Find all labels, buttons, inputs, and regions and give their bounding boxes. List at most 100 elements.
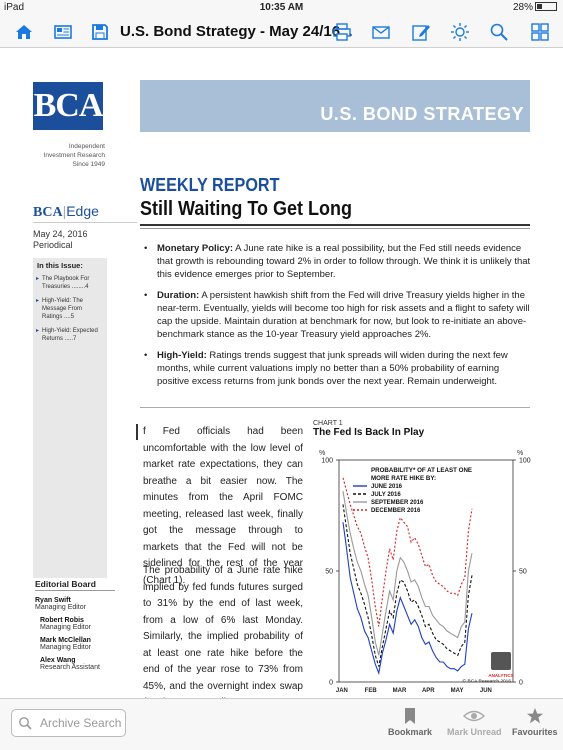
board-member-name: Mark McClellan — [40, 637, 91, 644]
logo-subtitle: RESEARCH — [38, 120, 100, 129]
chart-credit: © BCA Research 2016 — [463, 678, 512, 685]
status-bar: iPad 10:35 AM 28% — [0, 0, 563, 16]
body-paragraph: The probability of a June rate hike impl… — [143, 565, 303, 708]
analytics-brand: ANALYTICS — [488, 673, 513, 678]
board-member-role: Research Assistant — [40, 664, 100, 671]
bullet-text: A June rate hike is a real possibility, … — [157, 243, 531, 280]
favourites-button[interactable]: Favourites — [512, 707, 558, 737]
print-icon[interactable] — [332, 22, 352, 42]
tagline-line: Investment Research — [43, 152, 105, 159]
mark-unread-label: Mark Unread — [447, 727, 502, 737]
divider — [140, 407, 530, 408]
issue-item-page: 5 — [70, 314, 75, 320]
plot-frame — [338, 459, 514, 683]
divider — [140, 228, 530, 229]
summary-bullet: Monetary Policy: A June rate hike is a r… — [143, 242, 533, 281]
document-title: U.S. Bond Strategy - May 24/16... — [120, 23, 353, 40]
issue-item-page: 4 — [85, 284, 89, 290]
summary-bullet: High-Yield: Ratings trends suggest that … — [143, 349, 533, 388]
x-tick-label: APR — [422, 688, 435, 694]
chart-plot: %%005050100100JANFEBMARAPRMAYJUN2016PROB… — [319, 450, 531, 694]
summary-bullets: Monetary Policy: A June rate hike is a r… — [143, 242, 533, 396]
mark-unread-button[interactable]: Mark Unread — [447, 707, 502, 737]
board-title: Editorial Board — [35, 579, 115, 591]
battery-indicator: 28% — [513, 2, 557, 13]
drop-cap-mark — [136, 424, 138, 440]
report-type: WEEKLY REPORT — [140, 175, 280, 195]
legend-title: PROBABILITY* OF AT LEAST ONE — [371, 467, 472, 474]
date-text: May 24, 2016 — [33, 229, 88, 239]
search-placeholder: Archive Search — [40, 716, 122, 730]
bookmark-button[interactable]: Bookmark — [388, 707, 432, 737]
clock: 10:35 AM — [259, 2, 304, 13]
tagline-line: Since 1949 — [72, 161, 105, 168]
y-tick-label: 0 — [329, 680, 333, 687]
issue-title: In this Issue: — [37, 261, 83, 270]
publication-date: May 24, 2016 Periodical — [33, 229, 88, 251]
brightness-icon[interactable] — [450, 22, 470, 42]
issue-item-page: 7 — [73, 336, 77, 342]
y-tick-label: 100 — [519, 458, 531, 465]
body-paragraph: f Fed officials had been uncomfortable w… — [143, 426, 303, 586]
x-tick-label: MAR — [393, 688, 407, 694]
series-line — [342, 504, 473, 667]
board-member-role: Managing Editor — [40, 644, 91, 651]
bookmark-icon — [405, 708, 415, 724]
tagline-line: Independent — [68, 143, 105, 150]
chart-title: The Fed Is Back In Play — [313, 427, 425, 438]
editorial-board: Editorial Board Ryan Swift Managing Edit… — [35, 579, 115, 677]
issue-item-label: High-Yield: Expected Returns — [42, 328, 98, 342]
star-icon — [526, 708, 543, 724]
bullet-text: Ratings trends suggest that junk spreads… — [157, 350, 508, 387]
x-tick-label: JAN — [336, 688, 348, 694]
board-member-role: Managing Editor — [35, 604, 86, 611]
search-icon[interactable] — [489, 22, 509, 42]
tagline: Independent Investment Research Since 19… — [33, 142, 105, 169]
bca-edge-logo: BCA|Edge — [33, 203, 99, 220]
chart-label: CHART 1 — [313, 420, 343, 427]
issue-item-label: High-Yield: The Message From Ratings — [42, 298, 84, 320]
y-tick-label: 0 — [519, 680, 523, 687]
legend-entry: JUNE 2016 — [371, 484, 403, 490]
favourites-label: Favourites — [512, 727, 558, 737]
eye-icon — [463, 710, 486, 722]
battery-percent: 28% — [512, 2, 533, 13]
x-tick-label: JUN — [480, 688, 492, 694]
battery-icon — [535, 2, 557, 11]
y-tick-label: 50 — [519, 569, 527, 576]
bookmark-label: Bookmark — [388, 727, 433, 737]
issue-item-label: The Playbook For Treasuries — [42, 276, 90, 290]
bca-logo: BCA — [33, 82, 103, 130]
issue-contents: In this Issue: The Playbook For Treasuri… — [33, 258, 107, 578]
home-icon[interactable] — [14, 22, 34, 42]
board-member-name: Ryan Swift — [35, 597, 71, 604]
analytics-logo — [491, 652, 511, 670]
edit-icon[interactable] — [411, 22, 431, 42]
grid-view-icon[interactable] — [530, 22, 550, 42]
summary-bullet: Duration: A persistent hawkish shift fro… — [143, 289, 533, 341]
issue-item[interactable]: High-Yield: Expected Returns .....7 — [33, 325, 107, 347]
x-tick-label: FEB — [365, 688, 378, 694]
divider — [140, 224, 530, 226]
mail-icon[interactable] — [371, 22, 391, 42]
unit-label-right: % — [517, 450, 523, 457]
legend-entry: JULY 2016 — [371, 492, 401, 498]
bullet-label: High-Yield: — [157, 350, 207, 361]
series-line — [342, 522, 473, 676]
legend-entry: SEPTEMBER 2016 — [371, 500, 424, 506]
board-member-role: Managing Editor — [40, 624, 91, 631]
series-line — [342, 491, 473, 656]
y-tick-label: 50 — [325, 569, 333, 576]
legend-title: MORE RATE HIKE BY: — [371, 475, 436, 482]
issue-item[interactable]: High-Yield: The Message From Ratings ...… — [33, 295, 107, 325]
archive-search-input[interactable]: Archive Search — [11, 709, 126, 737]
periodical-text: Periodical — [33, 240, 73, 250]
library-icon[interactable] — [53, 22, 73, 42]
save-icon[interactable] — [90, 22, 110, 42]
bullet-text: A persistent hawkish shift from the Fed … — [157, 290, 530, 340]
y-tick-label: 100 — [321, 458, 333, 465]
issue-item[interactable]: The Playbook For Treasuries ........4 — [33, 273, 107, 295]
headline: Still Waiting To Get Long — [140, 198, 352, 220]
banner-title: U.S. BOND STRATEGY — [320, 104, 524, 124]
device-label: iPad — [4, 2, 25, 13]
